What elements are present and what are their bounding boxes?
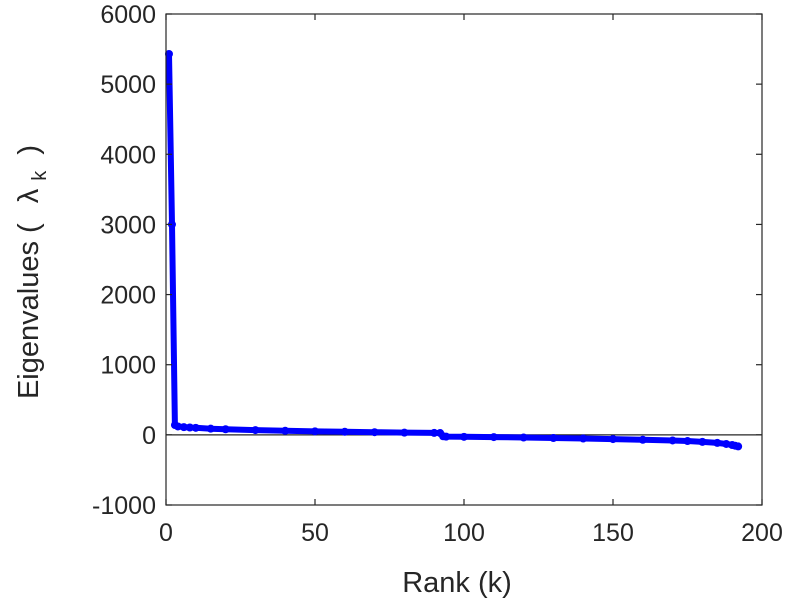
- data-point: [683, 437, 692, 446]
- series-layer: [164, 49, 743, 451]
- data-point: [206, 424, 215, 433]
- data-point: [734, 442, 743, 451]
- data-point: [713, 438, 722, 447]
- data-point: [179, 423, 188, 432]
- data-point: [549, 434, 558, 443]
- x-tick-label: 0: [159, 519, 173, 547]
- tick-marks: [165, 13, 763, 506]
- data-point: [164, 49, 173, 58]
- data-point: [638, 435, 647, 444]
- x-tick-label: 150: [592, 519, 634, 547]
- data-point: [400, 428, 409, 437]
- y-axis-label-text: Eigenvalues (: [13, 223, 45, 399]
- y-tick-label: 5000: [100, 71, 156, 99]
- data-point: [221, 425, 230, 434]
- data-point: [460, 432, 468, 441]
- series-line: [166, 51, 742, 450]
- y-tick-label: 2000: [100, 282, 156, 310]
- x-tick-label: 50: [301, 519, 329, 547]
- data-point: [668, 436, 677, 445]
- data-point: [311, 427, 319, 436]
- data-point: [281, 426, 290, 435]
- x-tick-label: 100: [443, 519, 485, 547]
- y-tick-label: 6000: [100, 1, 156, 29]
- data-point: [370, 428, 379, 437]
- data-point: [442, 432, 451, 441]
- data-point: [430, 428, 439, 437]
- data-point: [579, 434, 588, 443]
- y-tick-label: 3000: [100, 211, 156, 239]
- data-point: [519, 433, 528, 442]
- data-point: [173, 422, 182, 431]
- data-point: [489, 433, 498, 442]
- x-tick-labels: 0 50 100 150 200: [159, 519, 783, 547]
- y-axis-label-subscript: k: [29, 170, 51, 181]
- data-point: [251, 426, 260, 435]
- y-tick-label: 4000: [100, 141, 156, 169]
- y-axis-label: Eigenvalues ( λ k ): [13, 145, 53, 399]
- data-point: [191, 423, 200, 432]
- svg-text:Eigenvalues ( λ k: Eigenvalues ( λ k ): [13, 145, 53, 399]
- y-tick-labels: -1000 0 1000 2000 3000 4000 5000 6000: [92, 1, 156, 520]
- y-tick-label: -1000: [92, 492, 156, 520]
- y-tick-label: 1000: [100, 352, 156, 380]
- x-axis-label: Rank (k): [402, 567, 512, 599]
- data-point: [340, 427, 349, 436]
- y-axis-label-symbol: λ: [13, 188, 45, 203]
- y-tick-label: 0: [142, 422, 156, 450]
- data-point: [185, 423, 194, 432]
- data-point: [609, 435, 617, 444]
- data-point: [698, 437, 707, 446]
- x-tick-label: 200: [741, 519, 783, 547]
- data-point: [722, 439, 731, 448]
- y-axis-label-close: ): [13, 145, 45, 155]
